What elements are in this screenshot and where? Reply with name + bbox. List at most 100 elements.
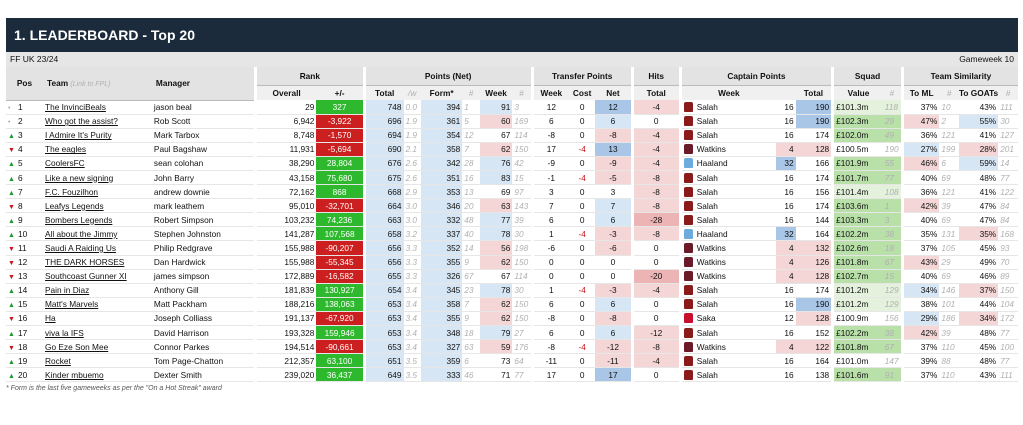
team-cell[interactable]: Leafys Legends: [43, 198, 152, 214]
team-cell[interactable]: Who got the assist?: [43, 114, 152, 129]
team-link[interactable]: Who got the assist?: [45, 116, 118, 127]
team-cell[interactable]: All about the Jimmy: [43, 226, 152, 242]
arrow-up-icon: ▲: [8, 302, 15, 310]
team-link[interactable]: Ha: [45, 313, 56, 324]
shirt-icon: [683, 158, 693, 169]
squad-value: £102.7m: [831, 269, 883, 284]
team-link[interactable]: viva la IFS: [45, 327, 84, 338]
captain-total: 166: [795, 156, 833, 171]
total-points: 653: [362, 339, 404, 355]
week-points: 56: [479, 240, 513, 256]
team-link[interactable]: Rocket: [45, 355, 71, 366]
similarity-goats: 46%: [958, 269, 999, 284]
team-cell[interactable]: Like a new signing: [43, 170, 152, 186]
overall-rank: 38,290: [253, 156, 317, 171]
squad-value: £100.5m: [831, 142, 883, 157]
team-link[interactable]: All about the Jimmy: [45, 228, 118, 239]
team-cell[interactable]: Kinder mbuemo: [43, 367, 152, 383]
similarity-goats: 49%: [958, 255, 999, 270]
form-rank: 7: [462, 142, 480, 157]
shirt-icon: [683, 214, 693, 225]
team-cell[interactable]: THE DARK HORSES: [43, 255, 152, 270]
team-cell[interactable]: Southcoast Gunner XI: [43, 269, 152, 284]
team-link[interactable]: Go Eze Son Mee: [45, 341, 109, 352]
similarity-goats-rank: 150: [998, 283, 1018, 298]
pos-value: 13: [18, 271, 28, 282]
team-link[interactable]: Southcoast Gunner XI: [45, 271, 127, 282]
pos-cell: ▲ 6: [6, 170, 44, 186]
captain-name: Salah: [696, 130, 718, 141]
table-row: ▼ 8 Leafys Legends mark leathem 95,010 -32,70…: [6, 198, 1018, 214]
transfer-net: -12: [595, 339, 633, 355]
col-to-ml: To ML: [900, 85, 940, 100]
similarity-ml: 37%: [900, 367, 940, 383]
captain-cell: Watkins: [678, 269, 777, 284]
team-cell[interactable]: viva la IFS: [43, 325, 152, 341]
team-link[interactable]: CoolersFC: [45, 158, 85, 169]
week-points: 59: [479, 339, 513, 355]
team-link[interactable]: Saudi A Raiding Us: [45, 242, 117, 253]
hits-total: -4: [630, 156, 681, 171]
team-link[interactable]: Matt's Marvels: [45, 299, 99, 310]
team-cell[interactable]: The InvinciBeals: [43, 100, 152, 115]
team-cell[interactable]: The eagles: [43, 142, 152, 157]
team-cell[interactable]: F.C. Fouzilhon: [43, 184, 152, 200]
transfer-week: 0: [530, 255, 570, 270]
team-cell[interactable]: CoolersFC: [43, 156, 152, 171]
team-link[interactable]: Pain in Diaz: [45, 285, 90, 296]
col-captain-week: Week: [678, 85, 777, 100]
team-cell[interactable]: Pain in Diaz: [43, 283, 152, 298]
captain-week: 16: [776, 325, 796, 341]
shirt-icon: [683, 355, 693, 366]
similarity-goats-rank: 111: [998, 100, 1018, 115]
team-link[interactable]: I Admire It's Purity: [45, 130, 112, 141]
captain-week: 32: [776, 156, 796, 171]
rank-change: 130,927: [316, 283, 365, 298]
team-cell[interactable]: Ha: [43, 311, 152, 327]
team-link[interactable]: Like a new signing: [45, 172, 114, 183]
captain-name: Watkins: [696, 271, 726, 282]
captain-cell: Salah: [678, 128, 777, 143]
form-points: 327: [420, 339, 463, 355]
manager-name: james simpson: [151, 269, 256, 284]
captain-cell: Haaland: [678, 226, 777, 242]
team-link[interactable]: Leafys Legends: [45, 200, 104, 211]
form-points: 333: [420, 367, 463, 383]
squad-value: £101.6m: [831, 367, 883, 383]
pos-value: 7: [18, 186, 23, 197]
team-link[interactable]: Kinder mbuemo: [45, 369, 104, 380]
group-hits: Hits: [630, 67, 681, 86]
team-cell[interactable]: Saudi A Raiding Us: [43, 240, 152, 256]
total-points: 656: [362, 255, 404, 270]
captain-total: 190: [795, 100, 833, 115]
total-points: 690: [362, 142, 404, 157]
form-points: 359: [420, 353, 463, 369]
captain-cell: Salah: [678, 325, 777, 341]
week-points: 63: [479, 198, 513, 214]
manager-name: Connor Parkes: [151, 339, 256, 355]
rank-change: 28,804: [316, 156, 365, 171]
team-link[interactable]: Bombers Legends: [45, 214, 113, 225]
team-link[interactable]: The eagles: [45, 144, 87, 155]
team-cell[interactable]: Rocket: [43, 353, 152, 369]
team-cell[interactable]: Go Eze Son Mee: [43, 339, 152, 355]
team-link[interactable]: F.C. Fouzilhon: [45, 186, 99, 197]
team-cell[interactable]: I Admire It's Purity: [43, 128, 152, 143]
shirt-icon: [683, 299, 693, 310]
form-points: 351: [420, 170, 463, 186]
team-link[interactable]: The InvinciBeals: [45, 102, 106, 113]
similarity-goats: 45%: [958, 240, 999, 256]
transfer-week: 7: [530, 198, 570, 214]
pos-cell: ▼ 8: [6, 198, 44, 214]
value-rank: 55: [882, 156, 903, 171]
pos-value: 16: [18, 313, 28, 324]
points-per-week: 3.5: [403, 367, 421, 383]
team-link[interactable]: THE DARK HORSES: [45, 257, 125, 268]
week-rank: 114: [512, 128, 533, 143]
value-rank: 108: [882, 184, 903, 200]
captain-total: 164: [795, 226, 833, 242]
team-cell[interactable]: Bombers Legends: [43, 212, 152, 228]
similarity-goats-rank: 77: [998, 325, 1018, 341]
form-points: 348: [420, 325, 463, 341]
team-cell[interactable]: Matt's Marvels: [43, 297, 152, 312]
